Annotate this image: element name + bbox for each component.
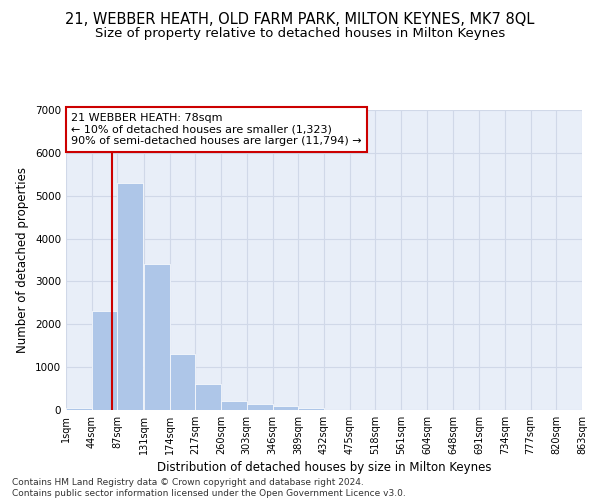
Bar	[118, 183, 143, 410]
Bar	[170, 354, 195, 410]
Bar	[221, 402, 247, 410]
Text: Contains HM Land Registry data © Crown copyright and database right 2024.
Contai: Contains HM Land Registry data © Crown c…	[12, 478, 406, 498]
Text: 21, WEBBER HEATH, OLD FARM PARK, MILTON KEYNES, MK7 8QL: 21, WEBBER HEATH, OLD FARM PARK, MILTON …	[65, 12, 535, 28]
Bar	[298, 408, 324, 410]
Bar	[92, 312, 118, 410]
Bar	[144, 264, 170, 410]
Bar	[272, 406, 298, 410]
Text: 21 WEBBER HEATH: 78sqm
← 10% of detached houses are smaller (1,323)
90% of semi-: 21 WEBBER HEATH: 78sqm ← 10% of detached…	[71, 113, 362, 146]
Text: Size of property relative to detached houses in Milton Keynes: Size of property relative to detached ho…	[95, 28, 505, 40]
Y-axis label: Number of detached properties: Number of detached properties	[16, 167, 29, 353]
Bar	[195, 384, 221, 410]
Bar	[66, 408, 92, 410]
Bar	[247, 404, 272, 410]
X-axis label: Distribution of detached houses by size in Milton Keynes: Distribution of detached houses by size …	[157, 462, 491, 474]
